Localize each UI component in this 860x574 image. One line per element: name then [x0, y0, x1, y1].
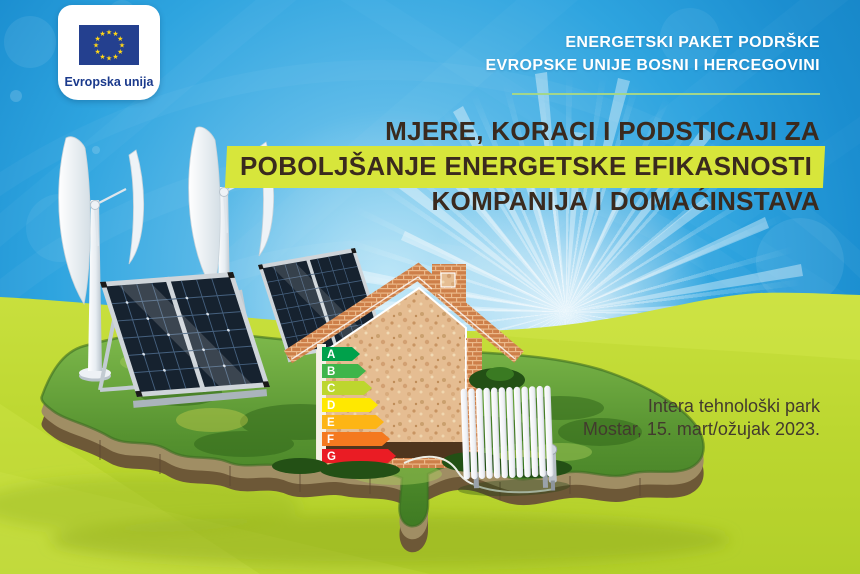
svg-text:★: ★ — [99, 53, 105, 61]
svg-text:★: ★ — [106, 55, 112, 63]
energy-rating-arrow — [322, 347, 360, 361]
svg-text:C: C — [327, 383, 335, 395]
svg-text:★: ★ — [112, 53, 118, 61]
event-info: Intera tehnološki park Mostar, 15. mart/… — [583, 395, 820, 441]
svg-text:★: ★ — [117, 35, 123, 43]
svg-text:★: ★ — [117, 48, 123, 56]
energy-rating-arrow — [322, 381, 372, 395]
kicker-line-2: EVROPSKE UNIJE BOSNI I HERCEGOVINI — [485, 57, 820, 74]
title-line-2: POBOLJŠANJE ENERGETSKE EFIKASNOSTI — [239, 150, 813, 181]
main-title: MJERE, KORACI I PODSTICAJI ZA POBOLJŠANJ… — [224, 114, 826, 219]
svg-text:★: ★ — [93, 42, 99, 50]
eu-badge-label: Evropska unija — [64, 75, 154, 89]
kicker-line-1: ENERGETSKI PAKET PODRŠKE — [565, 34, 820, 51]
eu-badge-card: ★ ★ ★ ★ ★ ★ ★ ★ ★ ★ ★ ★ Evropska unija — [58, 5, 160, 100]
svg-text:★: ★ — [99, 30, 105, 38]
map-shadow — [0, 477, 730, 566]
svg-text:A: A — [327, 349, 335, 361]
energy-efficiency-label: A B C D E F G — [317, 344, 396, 466]
hill-highlight — [470, 292, 860, 360]
svg-text:E: E — [327, 417, 335, 429]
title-line-1: MJERE, KORACI I PODSTICAJI ZA — [385, 116, 820, 146]
svg-text:B: B — [327, 366, 335, 378]
event-venue: Intera tehnološki park — [647, 396, 820, 416]
energy-rating-arrow — [322, 364, 366, 378]
event-date: Mostar, 15. mart/ožujak 2023. — [582, 419, 820, 439]
title-highlight: POBOLJŠANJE ENERGETSKE EFIKASNOSTI — [224, 145, 826, 188]
radiator-cable — [403, 455, 555, 494]
svg-text:G: G — [327, 451, 336, 463]
energy-rating-arrow — [322, 415, 384, 429]
header-kicker: ENERGETSKI PAKET PODRŠKE EVROPSKE UNIJE … — [485, 31, 820, 77]
energy-rating-arrow — [322, 449, 396, 463]
svg-text:★: ★ — [106, 29, 112, 37]
svg-text:★: ★ — [95, 48, 101, 56]
energy-rating-arrow — [322, 398, 378, 412]
energy-rating-arrow — [322, 432, 390, 446]
solar-panel-array — [98, 272, 270, 408]
radiator — [458, 385, 570, 497]
divider-line — [512, 93, 820, 95]
svg-text:D: D — [327, 400, 335, 412]
svg-text:★: ★ — [119, 42, 125, 50]
svg-text:F: F — [327, 434, 334, 446]
svg-text:★: ★ — [95, 35, 101, 43]
svg-text:★: ★ — [112, 30, 118, 38]
eu-flag-icon: ★ ★★ ★★★ ★★★ ★★★ — [79, 25, 139, 65]
title-line-3: KOMPANIJA I DOMAĆINSTAVA — [431, 186, 820, 216]
